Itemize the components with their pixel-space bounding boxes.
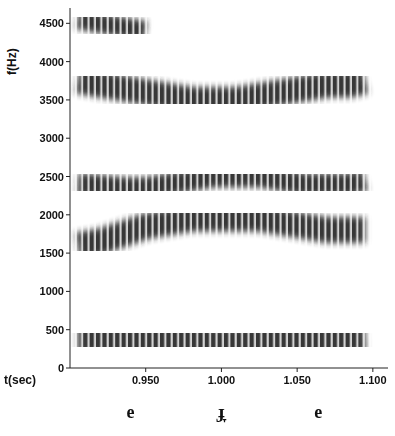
y-tick (66, 329, 70, 330)
y-tick-label: 2000 (40, 209, 64, 221)
y-tick (66, 138, 70, 139)
segment-label: ɟ̞ (216, 402, 226, 423)
formant-band (78, 177, 366, 189)
y-tick (66, 23, 70, 24)
y-tick-label: 500 (46, 324, 64, 336)
y-tick-label: 2500 (40, 171, 64, 183)
segment-label: e (127, 402, 135, 422)
y-tick-label: 3500 (40, 94, 64, 106)
x-tick-label: 1.100 (359, 374, 387, 386)
chart: 0 500 1000 1500 2000 2500 3000 3500 4000 4500 0.95… (0, 0, 395, 436)
y-tick (66, 214, 70, 215)
x-axis-title: t(sec) (4, 373, 36, 387)
y-tick (66, 253, 70, 254)
x-tick-label: 1.000 (208, 374, 236, 386)
x-tick-label: 1.050 (283, 374, 311, 386)
x-axis (70, 368, 388, 369)
formant-band (78, 335, 366, 345)
y-tick-label: 1000 (40, 285, 64, 297)
y-tick (66, 99, 70, 100)
y-tick-label: 4500 (40, 17, 64, 29)
formant-band (78, 20, 146, 32)
formant-bands (78, 20, 366, 346)
x-tick-label: 0.950 (132, 374, 160, 386)
y-tick (66, 368, 70, 369)
y-tick (66, 291, 70, 292)
plot-area (78, 20, 366, 346)
x-tick (372, 368, 373, 372)
x-tick (297, 368, 298, 372)
x-tick (145, 368, 146, 372)
y-tick-label: 3000 (40, 132, 64, 144)
y-tick-label: 0 (58, 362, 64, 374)
y-tick-label: 4000 (40, 56, 64, 68)
y-axis-title: f(Hz) (5, 48, 19, 75)
formant-band (78, 81, 366, 100)
formant-band (78, 219, 366, 246)
y-tick (66, 61, 70, 62)
segment-label: e (314, 402, 322, 422)
x-tick (221, 368, 222, 372)
y-tick (66, 176, 70, 177)
y-tick-label: 1500 (40, 247, 64, 259)
